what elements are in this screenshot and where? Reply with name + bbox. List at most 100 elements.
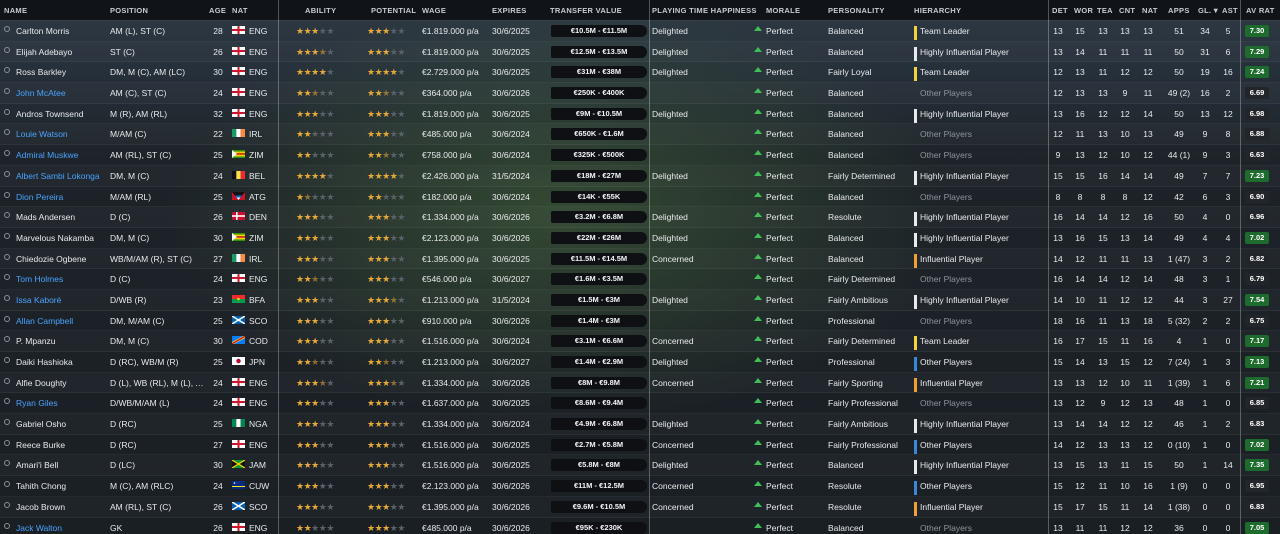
player-wage: €364.000 p/a	[422, 88, 472, 99]
player-name[interactable]: Louie Watson	[16, 129, 68, 140]
table-row[interactable]: P. Mpanzu DM, M (C) 30 COD ★★★★★ ★★★★★ €1.516.…	[0, 331, 1280, 352]
table-row[interactable]: John McAtee AM (C), ST (C) 24 ENG ★★★★★ ★★★★★…	[0, 83, 1280, 104]
attr-cnt: 10	[1120, 481, 1130, 492]
attr-det: 14	[1053, 253, 1063, 264]
player-wage: €1.334.000 p/a	[422, 419, 479, 430]
table-row[interactable]: Issa Kaboré D/WB (R) 23 BFA ★★★★★ ★★★★★ €1.213…	[0, 290, 1280, 311]
player-name[interactable]: Allan Campbell	[16, 315, 74, 326]
col-assists[interactable]: AST	[1222, 6, 1238, 15]
col-av-rat[interactable]: AV RAT	[1246, 6, 1275, 15]
player-status-icon	[4, 460, 10, 467]
player-name[interactable]: Albert Sambi Lokonga	[16, 170, 100, 181]
player-status-icon	[4, 274, 10, 281]
player-name[interactable]: Ross Barkley	[16, 67, 67, 78]
attr-cnt: 10	[1120, 129, 1130, 140]
potential-stars: ★★★★★	[367, 419, 405, 430]
col-apps[interactable]: APPS	[1168, 6, 1190, 15]
playing-time-happiness: Delighted	[652, 26, 688, 36]
col-nat[interactable]: NAT	[232, 6, 248, 15]
col-potential[interactable]: POTENTIAL	[371, 6, 417, 15]
col-expires[interactable]: EXPIRES	[492, 6, 527, 15]
player-name[interactable]: Carlton Morris	[16, 26, 70, 36]
table-row[interactable]: Tom Holmes D (C) 24 ENG ★★★★★ ★★★★★ €546.000 p…	[0, 269, 1280, 290]
attr-nat: 16	[1143, 212, 1153, 223]
player-nationality: NGA	[249, 419, 268, 430]
player-name[interactable]: Tom Holmes	[16, 274, 64, 285]
table-row[interactable]: Admiral Muskwe AM (RL), ST (C) 25 ZIM ★★★★★ ★…	[0, 145, 1280, 166]
col-cnt[interactable]: CNT	[1119, 6, 1136, 15]
player-age: 25	[213, 357, 223, 367]
contract-expires: 31/5/2024	[492, 294, 530, 305]
table-row[interactable]: Ross Barkley DM, M (C), AM (LC) 30 ENG ★★★★★…	[0, 62, 1280, 84]
table-row[interactable]: Amari'i Bell D (LC) 30 JAM ★★★★★ ★★★★★ €1.516.…	[0, 455, 1280, 477]
col-name[interactable]: NAME	[4, 6, 28, 15]
col-age[interactable]: AGE	[209, 6, 227, 15]
player-name[interactable]: Andros Townsend	[16, 108, 84, 119]
table-row[interactable]: Dion Pereira M/AM (RL) 25 ATG ★★★★★ ★★★★★ €182…	[0, 187, 1280, 208]
table-row[interactable]: Elijah Adebayo ST (C) 26 ENG ★★★★★ ★★★★★ €1.81…	[0, 42, 1280, 63]
player-nationality: ENG	[249, 398, 268, 409]
col-position[interactable]: POSITION	[110, 6, 149, 15]
attr-tea: 13	[1098, 88, 1108, 99]
player-personality: Fairly Ambitious	[828, 294, 888, 305]
col-wage[interactable]: WAGE	[422, 6, 447, 15]
attr-tea: 16	[1098, 170, 1108, 181]
col-nat-attr[interactable]: NAT	[1142, 6, 1158, 15]
table-row[interactable]: Tahith Chong M (C), AM (RLC) 24 CUW ★★★★★ ★★★…	[0, 476, 1280, 497]
contract-expires: 30/6/2024	[492, 150, 530, 161]
player-name[interactable]: Gabriel Osho	[16, 419, 67, 430]
player-name[interactable]: Jack Walton	[16, 522, 62, 533]
attr-cnt: 13	[1120, 439, 1130, 450]
table-row[interactable]: Albert Sambi Lokonga DM, M (C) 24 BEL ★★★★★ ★…	[0, 166, 1280, 187]
nation-flag-icon	[232, 46, 245, 55]
nation-flag-icon	[232, 88, 245, 97]
player-name[interactable]: Dion Pereira	[16, 191, 64, 202]
player-name[interactable]: Reece Burke	[16, 439, 66, 450]
table-row[interactable]: Jack Walton GK 26 ENG ★★★★★ ★★★★★ €485.000 p/a…	[0, 518, 1280, 534]
nation-flag-icon	[232, 439, 245, 448]
table-row[interactable]: Jacob Brown AM (RL), ST (C) 26 SCO ★★★★★ ★★★★…	[0, 497, 1280, 518]
col-wor[interactable]: WOR	[1074, 6, 1094, 15]
player-name[interactable]: Jacob Brown	[16, 501, 66, 512]
player-name[interactable]: Amari'i Bell	[16, 460, 59, 471]
attr-nat: 12	[1143, 439, 1153, 450]
table-row[interactable]: Allan Campbell DM, M/AM (C) 25 SCO ★★★★★ ★★★★…	[0, 311, 1280, 332]
table-row[interactable]: Daiki Hashioka D (RC), WB/M (R) 25 JPN ★★★★★…	[0, 352, 1280, 373]
player-name[interactable]: Chiedozie Ogbene	[16, 253, 87, 264]
player-name[interactable]: John McAtee	[16, 88, 66, 99]
player-name[interactable]: Ryan Giles	[16, 398, 58, 409]
attr-nat: 14	[1143, 170, 1153, 181]
col-transfer-value[interactable]: TRANSFER VALUE	[550, 6, 622, 15]
player-name[interactable]: Admiral Muskwe	[16, 150, 79, 161]
player-name[interactable]: Alfie Doughty	[16, 377, 67, 388]
ability-stars: ★★★★★	[296, 439, 334, 450]
col-ability[interactable]: ABILITY	[305, 6, 337, 15]
table-row[interactable]: Ryan Giles D/WB/M/AM (L) 24 ENG ★★★★★ ★★★★★ €1…	[0, 393, 1280, 415]
player-name[interactable]: Elijah Adebayo	[16, 46, 73, 57]
player-name[interactable]: Daiki Hashioka	[16, 357, 73, 367]
average-rating: 6.88	[1245, 128, 1269, 141]
player-morale: Perfect	[766, 481, 793, 492]
table-row[interactable]: Andros Townsend M (R), AM (RL) 32 ENG ★★★★★ ★…	[0, 104, 1280, 125]
player-name[interactable]: P. Mpanzu	[16, 336, 56, 347]
col-goals[interactable]: GL.	[1198, 6, 1212, 15]
table-row[interactable]: Carlton Morris AM (L), ST (C) 28 ENG ★★★★★ ★★…	[0, 21, 1280, 42]
player-name[interactable]: Tahith Chong	[16, 481, 67, 492]
table-row[interactable]: Reece Burke D (RC) 27 ENG ★★★★★ ★★★★★ €1.516.0…	[0, 435, 1280, 456]
col-personality[interactable]: PERSONALITY	[828, 6, 885, 15]
player-name[interactable]: Issa Kaboré	[16, 294, 62, 305]
col-det[interactable]: DET	[1052, 6, 1068, 15]
table-row[interactable]: Gabriel Osho D (RC) 25 NGA ★★★★★ ★★★★★ €1.334.…	[0, 414, 1280, 435]
col-tea[interactable]: TEA	[1097, 6, 1113, 15]
col-playing-time[interactable]: PLAYING TIME HAPPINESS	[652, 6, 757, 15]
table-row[interactable]: Louie Watson M/AM (C) 22 IRL ★★★★★ ★★★★★ €485.…	[0, 124, 1280, 146]
table-row[interactable]: Chiedozie Ogbene WB/M/AM (R), ST (C) 27 IRL…	[0, 249, 1280, 270]
player-name[interactable]: Mads Andersen	[16, 212, 76, 223]
col-hierarchy[interactable]: HIERARCHY	[914, 6, 962, 15]
table-row[interactable]: Mads Andersen D (C) 26 DEN ★★★★★ ★★★★★ €1.334.…	[0, 207, 1280, 228]
player-name[interactable]: Marvelous Nakamba	[16, 232, 94, 243]
player-apps: 1 (39)	[1167, 377, 1191, 388]
table-row[interactable]: Alfie Doughty D (L), WB (RL), M (L), AM (…	[0, 373, 1280, 394]
col-morale[interactable]: MORALE	[766, 6, 801, 15]
table-row[interactable]: Marvelous Nakamba DM, M (C) 30 ZIM ★★★★★ ★★★★…	[0, 228, 1280, 249]
